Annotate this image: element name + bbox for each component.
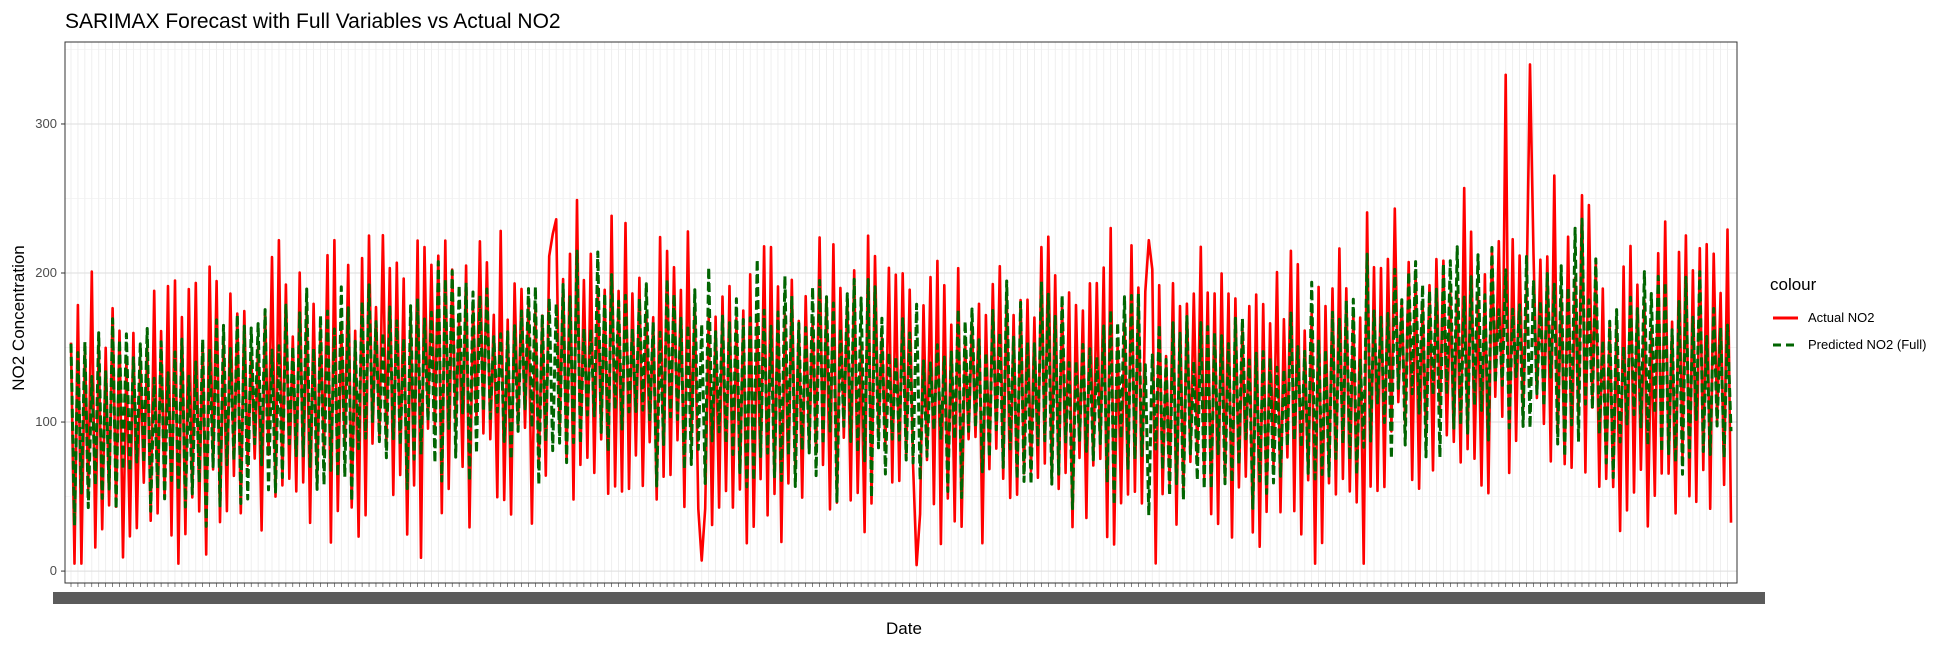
x-axis-title: Date: [886, 619, 922, 638]
legend-title: colour: [1770, 275, 1817, 294]
x-axis: [53, 583, 1765, 604]
legend-label-actual: Actual NO2: [1808, 310, 1874, 325]
y-tick-label: 100: [35, 414, 57, 429]
y-tick-label: 200: [35, 265, 57, 280]
y-tick-label: 0: [50, 563, 57, 578]
y-tick-label: 300: [35, 116, 57, 131]
y-axis-title: NO2 Concentration: [9, 245, 28, 391]
y-axis: 0 100 200 300: [35, 116, 65, 578]
legend-label-predicted: Predicted NO2 (Full): [1808, 337, 1926, 352]
legend: colour Actual NO2 Predicted NO2 (Full): [1770, 275, 1926, 352]
x-tick-label-band: [53, 592, 1765, 604]
panel-border: [64, 41, 1738, 584]
series-actual-no2: [69, 63, 1733, 567]
chart-title: SARIMAX Forecast with Full Variables vs …: [65, 10, 561, 33]
series-predicted-no2: [69, 217, 1733, 528]
plot-series: [69, 63, 1733, 567]
